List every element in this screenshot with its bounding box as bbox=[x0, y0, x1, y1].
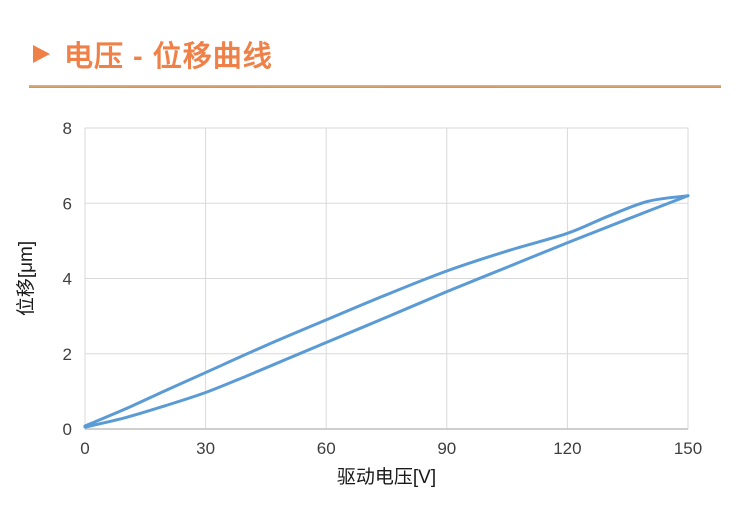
section-header: 电压 - 位移曲线 bbox=[33, 33, 273, 75]
x-tick-label: 150 bbox=[674, 439, 702, 458]
x-tick-label: 30 bbox=[196, 439, 215, 458]
x-tick-label: 120 bbox=[553, 439, 581, 458]
chart-area: 0 30 60 90 120 150 0 2 4 6 8 驱动电压[V] 位移[μm] bbox=[0, 100, 750, 527]
x-tick-label: 90 bbox=[437, 439, 456, 458]
header-divider bbox=[29, 85, 721, 88]
y-axis-title: 位移[μm] bbox=[15, 241, 37, 316]
curve-voltage-down-unloading bbox=[83, 194, 690, 428]
x-axis-title: 驱动电压[V] bbox=[337, 466, 436, 488]
y-tick-label: 2 bbox=[63, 345, 72, 364]
curve-voltage-up-loading bbox=[83, 194, 690, 429]
x-tick-label: 60 bbox=[317, 439, 336, 458]
triangle-bullet-icon bbox=[33, 45, 50, 63]
section-title: 电压 - 位移曲线 bbox=[64, 41, 273, 73]
y-tick-label: 0 bbox=[63, 420, 72, 439]
y-tick-label: 6 bbox=[63, 194, 72, 213]
y-tick-label: 4 bbox=[63, 270, 72, 289]
y-tick-label: 8 bbox=[63, 119, 72, 138]
x-tick-label: 0 bbox=[80, 439, 89, 458]
voltage-displacement-chart: 0 30 60 90 120 150 0 2 4 6 8 驱动电压[V] 位移[μm] bbox=[15, 119, 702, 488]
